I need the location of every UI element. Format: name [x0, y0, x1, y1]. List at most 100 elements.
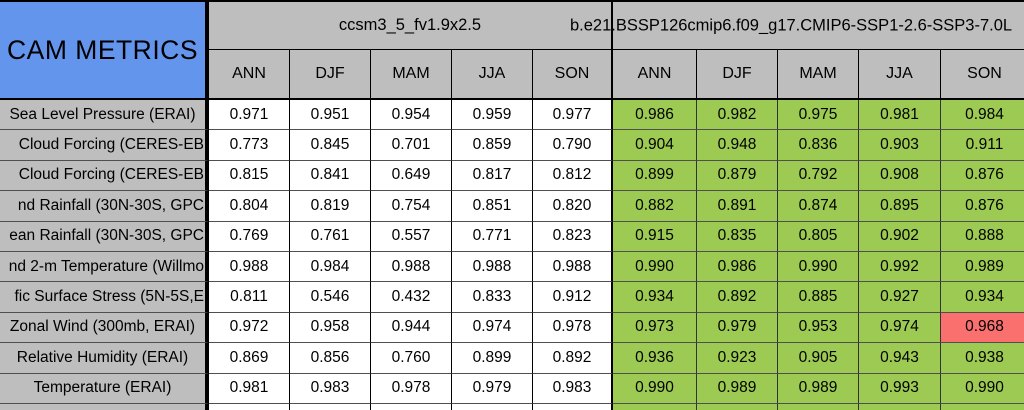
row-label: Relative Humidity (ERAI)	[0, 343, 209, 374]
value-cell: 0.819	[290, 191, 371, 222]
value-cell: 0.902	[859, 221, 941, 252]
value-cell: 0.923	[697, 343, 778, 374]
value-cell: 0.953	[778, 312, 859, 344]
value-cell: 0.904	[613, 130, 697, 161]
season-header-son-2: SON	[941, 50, 1024, 100]
value-cell: 0.895	[859, 191, 941, 222]
value-cell: 0.951	[290, 100, 371, 131]
value-cell: 0.968	[941, 312, 1024, 344]
value-cell: 0.986	[697, 251, 778, 283]
value-cell: 0.988	[371, 251, 452, 283]
value-cell: 0.982	[697, 100, 778, 131]
value-cell: 0.975	[778, 100, 859, 131]
value-cell: 0.888	[941, 221, 1024, 252]
value-cell-partial	[941, 403, 1024, 410]
value-cell: 0.557	[371, 221, 452, 252]
value-cell: 0.811	[209, 282, 290, 313]
value-cell: 0.971	[209, 100, 290, 131]
row-label: Cloud Forcing (CERES-EB	[0, 160, 209, 192]
value-cell-partial	[613, 403, 697, 410]
value-cell: 0.934	[941, 282, 1024, 313]
value-cell: 0.938	[941, 343, 1024, 374]
value-cell: 0.851	[452, 191, 533, 222]
value-cell: 0.990	[613, 373, 697, 404]
value-cell: 0.773	[209, 130, 290, 161]
value-cell: 0.989	[697, 373, 778, 404]
value-cell: 0.905	[778, 343, 859, 374]
value-cell: 0.899	[613, 160, 697, 192]
value-cell: 0.836	[778, 130, 859, 161]
value-cell-partial	[697, 403, 778, 410]
value-cell: 0.972	[209, 312, 290, 344]
value-cell: 0.974	[859, 312, 941, 344]
value-cell: 0.958	[290, 312, 371, 344]
season-header-mam-2: MAM	[778, 50, 859, 100]
value-cell: 0.988	[209, 251, 290, 283]
value-cell: 0.856	[290, 343, 371, 374]
value-cell: 0.903	[859, 130, 941, 161]
row-label: nd Rainfall (30N-30S, GPC	[0, 191, 209, 222]
value-cell: 0.760	[371, 343, 452, 374]
row-label: fic Surface Stress (5N-5S,E	[0, 282, 209, 313]
value-cell: 0.990	[941, 373, 1024, 404]
value-cell: 0.993	[859, 373, 941, 404]
value-cell: 0.981	[859, 100, 941, 131]
value-cell: 0.885	[778, 282, 859, 313]
value-cell: 0.954	[371, 100, 452, 131]
value-cell: 0.983	[290, 373, 371, 404]
value-cell: 0.874	[778, 191, 859, 222]
value-cell-partial	[778, 403, 859, 410]
value-cell: 0.841	[290, 160, 371, 192]
value-cell: 0.979	[452, 373, 533, 404]
value-cell: 0.977	[533, 100, 613, 131]
value-cell: 0.891	[697, 191, 778, 222]
model1-name: ccsm3_5_fv1.9x2.5	[338, 16, 482, 34]
value-cell: 0.833	[452, 282, 533, 313]
value-cell-partial	[371, 403, 452, 410]
value-cell: 0.988	[452, 251, 533, 283]
value-cell: 0.859	[452, 130, 533, 161]
value-cell: 0.978	[533, 312, 613, 344]
value-cell: 0.984	[941, 100, 1024, 131]
value-cell: 0.981	[209, 373, 290, 404]
value-cell: 0.973	[613, 312, 697, 344]
value-cell: 0.701	[371, 130, 452, 161]
value-cell-partial	[290, 403, 371, 410]
value-cell: 0.979	[697, 312, 778, 344]
row-label: Temperature (ERAI)	[0, 373, 209, 404]
value-cell: 0.986	[613, 100, 697, 131]
value-cell: 0.959	[452, 100, 533, 131]
value-cell: 0.815	[209, 160, 290, 192]
row-label-partial	[0, 403, 209, 410]
value-cell: 0.546	[290, 282, 371, 313]
value-cell: 0.845	[290, 130, 371, 161]
value-cell: 0.835	[697, 221, 778, 252]
value-cell: 0.990	[778, 251, 859, 283]
value-cell-partial	[533, 403, 613, 410]
value-cell: 0.944	[371, 312, 452, 344]
value-cell: 0.432	[371, 282, 452, 313]
value-cell: 0.978	[371, 373, 452, 404]
row-label: Cloud Forcing (CERES-EB	[0, 130, 209, 161]
season-header-jja-2: JJA	[859, 50, 941, 100]
model2-header-cell: b.e21.BSSP126cmip6.f09_g17.CMIP6-SSP1-2.…	[570, 2, 1024, 50]
value-cell: 0.908	[859, 160, 941, 192]
value-cell: 0.754	[371, 191, 452, 222]
value-cell: 0.989	[778, 373, 859, 404]
value-cell: 0.805	[778, 221, 859, 252]
value-cell: 0.983	[533, 373, 613, 404]
value-cell: 0.912	[533, 282, 613, 313]
value-cell: 0.879	[697, 160, 778, 192]
value-cell: 0.992	[859, 251, 941, 283]
season-header-son-1: SON	[533, 50, 613, 100]
season-header-ann-1: ANN	[209, 50, 290, 100]
value-cell: 0.988	[533, 251, 613, 283]
season-header-ann-2: ANN	[613, 50, 697, 100]
row-label: Sea Level Pressure (ERAI)	[0, 100, 209, 131]
value-cell: 0.984	[290, 251, 371, 283]
value-cell: 0.812	[533, 160, 613, 192]
model1-header-cell: ccsm3_5_fv1.9x2.5	[209, 2, 613, 50]
value-cell: 0.869	[209, 343, 290, 374]
value-cell: 0.911	[941, 130, 1024, 161]
